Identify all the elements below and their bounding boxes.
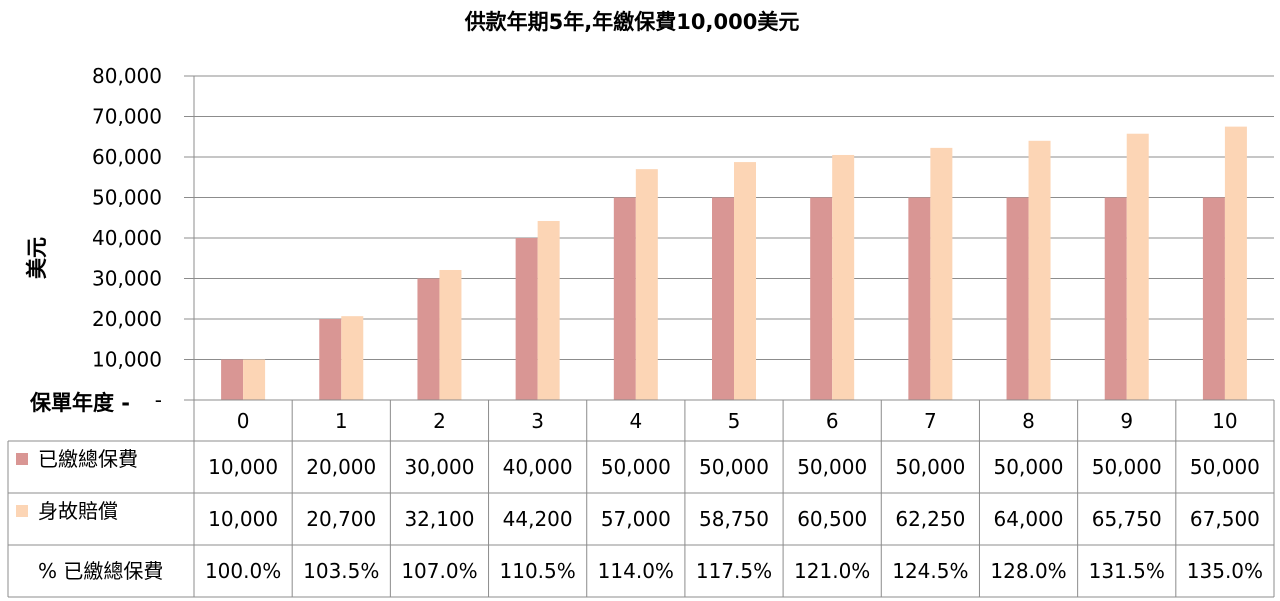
x-axis-label: 保單年度 - bbox=[29, 391, 130, 415]
table-row-label: % 已繳總保費 bbox=[38, 559, 163, 583]
data-label: 50,000 bbox=[699, 455, 769, 479]
x-tick-label: 2 bbox=[433, 409, 446, 433]
x-tick-label: 0 bbox=[237, 409, 250, 433]
bar-death-benefit bbox=[1028, 140, 1051, 401]
bar-paid-premium bbox=[319, 319, 342, 400]
data-table: 0 1 2 3 4 5 6 7 8 9 10 已繳總保費 10,000 20,000 30,000 40,00… bbox=[7, 399, 1275, 598]
chart-title: 供款年期5年,年繳保費10,000美元 bbox=[464, 10, 800, 34]
data-label: 121.0% bbox=[794, 559, 870, 583]
data-label: 50,000 bbox=[797, 455, 867, 479]
x-tick-label: 9 bbox=[1120, 409, 1133, 433]
data-label: 128.0% bbox=[990, 559, 1066, 583]
data-label: 103.5% bbox=[303, 559, 379, 583]
bar-death-benefit bbox=[734, 162, 756, 400]
bar-paid-premium bbox=[810, 197, 833, 400]
x-tick-label: 10 bbox=[1212, 409, 1237, 433]
data-label: 44,200 bbox=[503, 507, 573, 531]
bar-death-benefit bbox=[439, 269, 462, 400]
x-tick-label: 3 bbox=[531, 409, 544, 433]
data-label: 65,750 bbox=[1092, 507, 1162, 531]
data-label: 20,000 bbox=[306, 455, 376, 479]
bar-paid-premium bbox=[1202, 197, 1225, 400]
data-label: 100.0% bbox=[205, 559, 281, 583]
legend-swatch bbox=[16, 505, 28, 517]
data-label: 50,000 bbox=[601, 455, 671, 479]
data-label: 10,000 bbox=[208, 507, 278, 531]
bar-death-benefit bbox=[537, 220, 560, 400]
bar-paid-premium bbox=[1104, 197, 1127, 400]
data-label: 64,000 bbox=[994, 507, 1064, 531]
data-label: 110.5% bbox=[500, 559, 576, 583]
bar-death-benefit bbox=[930, 147, 953, 400]
bar-death-benefit bbox=[832, 154, 855, 400]
y-axis-label: 美元 bbox=[25, 237, 49, 279]
bar-paid-premium bbox=[908, 197, 931, 400]
legend-label: 已繳總保費 bbox=[38, 447, 138, 471]
data-label: 114.0% bbox=[598, 559, 674, 583]
y-tick-label: 70,000 bbox=[92, 105, 162, 129]
data-label: 62,250 bbox=[895, 507, 965, 531]
y-tick-label: 10,000 bbox=[92, 348, 162, 372]
y-tick-label: 80,000 bbox=[92, 64, 162, 88]
bar-death-benefit bbox=[1126, 133, 1149, 400]
data-label: 58,750 bbox=[699, 507, 769, 531]
bar-paid-premium bbox=[515, 238, 538, 400]
bar-death-benefit bbox=[341, 316, 364, 400]
x-tick-label: 5 bbox=[728, 409, 741, 433]
data-label: 20,700 bbox=[306, 507, 376, 531]
data-label: 50,000 bbox=[895, 455, 965, 479]
data-label: 67,500 bbox=[1190, 507, 1260, 531]
data-label: 131.5% bbox=[1089, 559, 1165, 583]
y-tick-label: 60,000 bbox=[92, 145, 162, 169]
bar-death-benefit bbox=[635, 169, 658, 400]
bar-death-benefit bbox=[243, 359, 266, 400]
x-tick-label: 1 bbox=[335, 409, 348, 433]
bar-paid-premium bbox=[712, 197, 734, 400]
y-axis-label-group: 美元 bbox=[25, 237, 49, 279]
y-tick-label: - bbox=[155, 388, 162, 412]
data-label: 32,100 bbox=[404, 507, 474, 531]
data-label: 135.0% bbox=[1187, 559, 1263, 583]
data-label: 50,000 bbox=[994, 455, 1064, 479]
data-label: 117.5% bbox=[696, 559, 772, 583]
data-label: 50,000 bbox=[1092, 455, 1162, 479]
legend-swatch bbox=[16, 453, 28, 465]
x-tick-label: 7 bbox=[924, 409, 937, 433]
x-tick-label: 8 bbox=[1022, 409, 1035, 433]
bar-death-benefit bbox=[1224, 126, 1247, 400]
y-axis-ticks: 80,000 70,000 60,000 50,000 40,000 30,000 20,0… bbox=[29, 64, 162, 415]
bar-paid-premium bbox=[613, 197, 636, 400]
x-tick-label: 6 bbox=[826, 409, 839, 433]
y-tick-label: 50,000 bbox=[92, 186, 162, 210]
y-tick-label: 40,000 bbox=[92, 226, 162, 250]
bar-paid-premium bbox=[221, 359, 244, 400]
y-tick-label: 30,000 bbox=[92, 267, 162, 291]
bar-paid-premium bbox=[1006, 197, 1029, 400]
bars bbox=[221, 126, 1247, 401]
data-label: 60,500 bbox=[797, 507, 867, 531]
data-label: 30,000 bbox=[404, 455, 474, 479]
legend-label: 身故賠償 bbox=[38, 499, 118, 523]
data-label: 57,000 bbox=[601, 507, 671, 531]
data-label: 107.0% bbox=[401, 559, 477, 583]
x-tick-label: 4 bbox=[629, 409, 642, 433]
data-label: 40,000 bbox=[503, 455, 573, 479]
data-label: 10,000 bbox=[208, 455, 278, 479]
bar-paid-premium bbox=[417, 278, 440, 400]
data-label: 50,000 bbox=[1190, 455, 1260, 479]
data-label: 124.5% bbox=[892, 559, 968, 583]
y-tick-label: 20,000 bbox=[92, 307, 162, 331]
